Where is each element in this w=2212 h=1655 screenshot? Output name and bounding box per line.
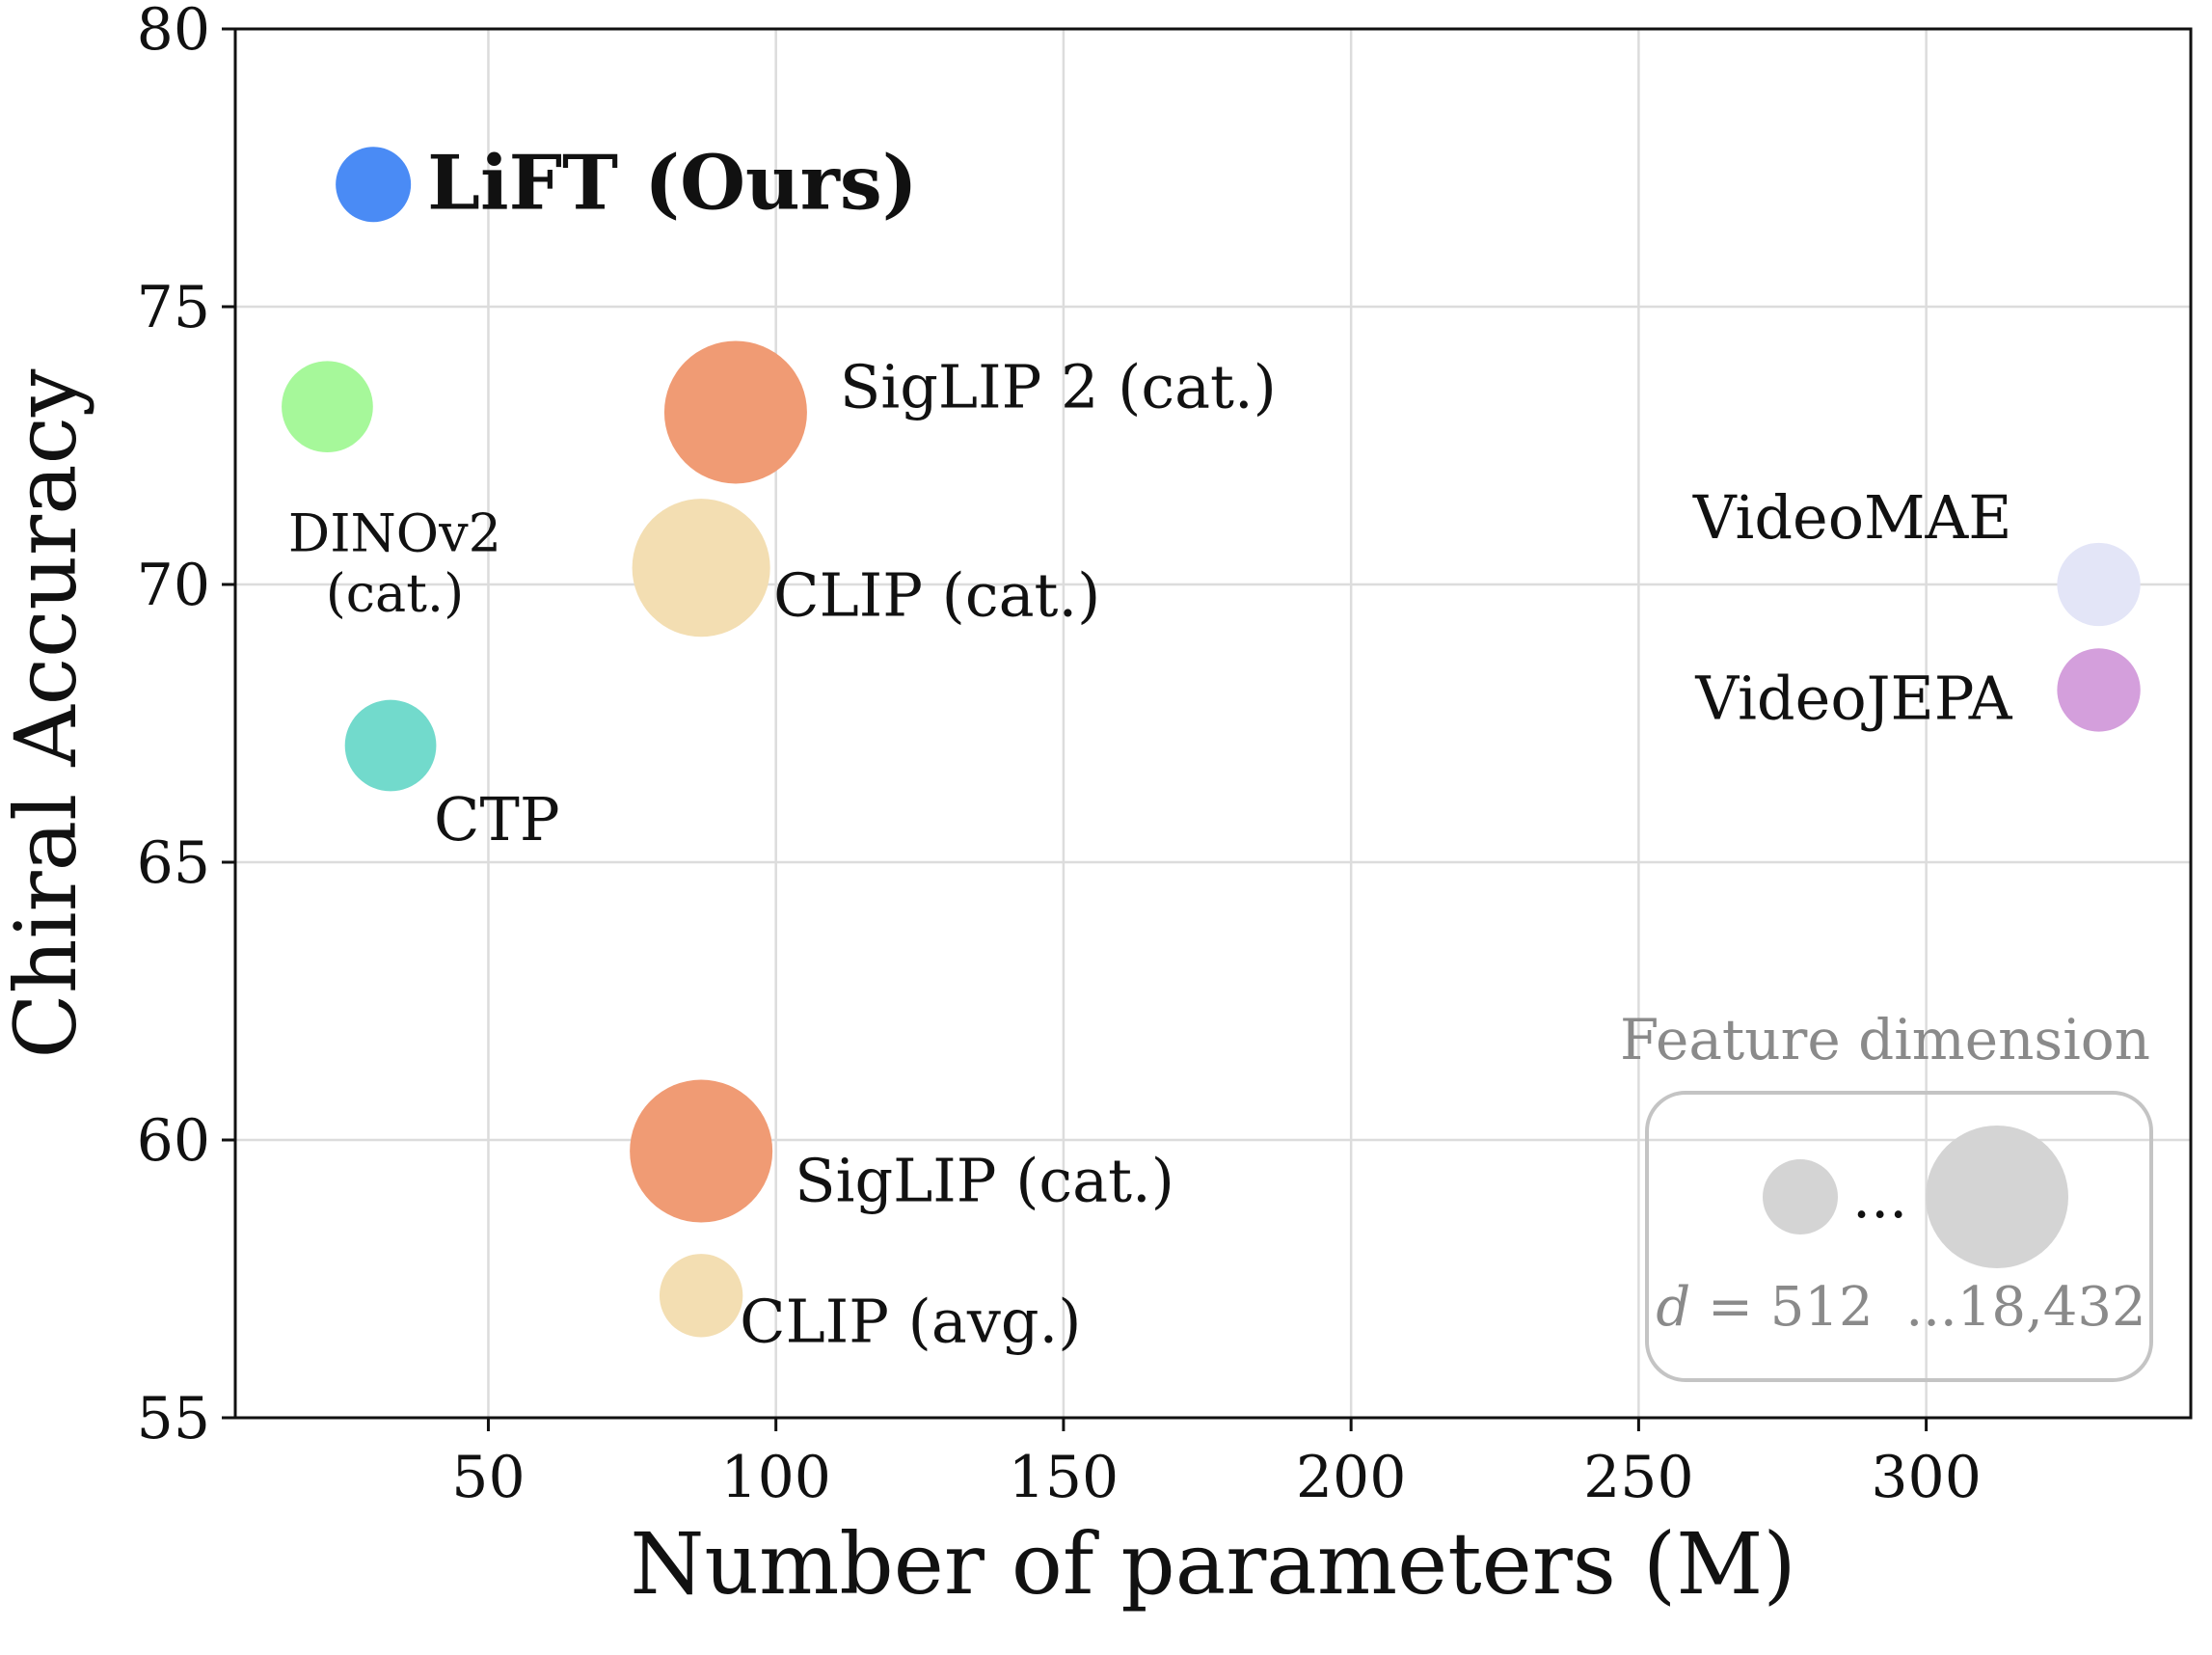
axes [222,27,2193,1431]
point-label: CLIP (cat.) [773,560,1100,631]
point-label: VideoMAE [1692,482,2012,553]
legend-small-circle [1763,1159,1838,1234]
point-label: CLIP (avg.) [740,1286,1081,1356]
x-tick-label: 200 [1296,1444,1407,1511]
x-tick-label: 300 [1871,1444,1982,1511]
y-tick-label: 60 [137,1107,210,1175]
data-point [659,1254,743,1338]
y-tick-label: 70 [137,552,210,619]
x-tick-label: 150 [1009,1444,1119,1511]
legend-large-circle [1926,1126,2068,1268]
tick-labels: 50 100 150 200 250 300 55 60 65 70 75 80 [137,0,1982,1511]
plot-frame [233,27,2193,1420]
x-tick-label: 250 [1583,1444,1694,1511]
point-label: VideoJEPA [1694,663,2012,733]
data-point [2057,542,2141,627]
data-point [663,340,807,484]
legend-min-label: d = 512 [1656,1276,1873,1339]
y-tick-label: 75 [137,274,210,341]
y-axis-label: Chiral Accuracy [0,368,95,1058]
legend-max-label: ...18,432 [1905,1276,2145,1339]
y-tick-label: 80 [137,0,210,64]
legend-d-symbol: d [1656,1276,1690,1339]
y-tick-label: 65 [137,829,210,897]
data-point [282,361,373,453]
x-tick-label: 100 [720,1444,831,1511]
point-label: SigLIP (cat.) [795,1146,1174,1216]
data-point [632,499,770,638]
data-point [630,1079,773,1223]
y-tick-label: 55 [137,1385,210,1452]
point-label: SigLIP 2 (cat.) [840,351,1277,421]
point-label-line: (cat.) [326,563,464,624]
legend-box [1645,1091,2153,1382]
legend-d-value: = 512 [1690,1276,1873,1339]
data-points [282,147,2141,1338]
point-label-line: DINOv2 [288,503,501,564]
data-point [2057,648,2141,732]
point-label: LiFT (Ours) [427,139,918,227]
size-legend: Feature dimension ... d = 512 ...18,432 [1620,1007,2153,1382]
x-axis-label: Number of parameters (M) [630,1514,1795,1614]
legend-title: Feature dimension [1620,1007,2150,1072]
x-tick-label: 50 [451,1444,525,1511]
point-labels: LiFT (Ours) DINOv2 (cat.) SigLIP 2 (cat.) CL… [288,139,2013,1356]
legend-ellipsis: ... [1852,1164,1907,1232]
data-point [336,147,412,223]
data-point [344,699,437,792]
point-label: DINOv2 (cat.) [288,503,501,624]
point-label: CTP [434,784,560,855]
